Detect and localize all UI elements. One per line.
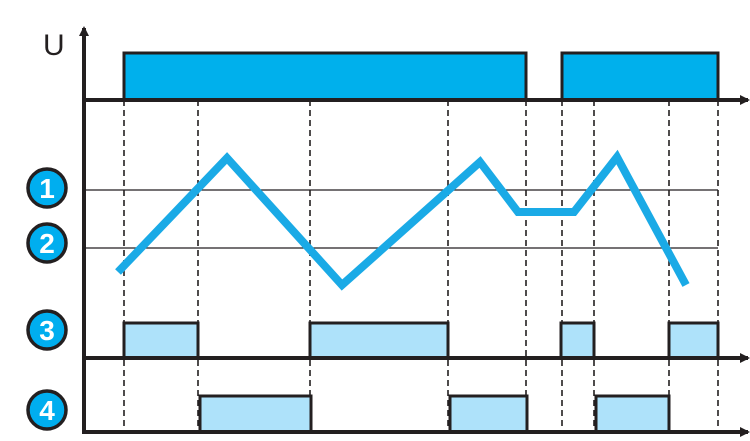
relay-3-pulse (559, 321, 596, 358)
relay-4-pulse (198, 394, 313, 432)
marker-circle (26, 309, 68, 351)
marker-1: 1 (26, 167, 68, 209)
marker-2: 2 (26, 222, 68, 264)
marker-circle (26, 389, 68, 431)
marker-circle (26, 222, 68, 264)
marker-label: 2 (39, 228, 55, 259)
relay-3-pulse (667, 321, 720, 358)
relay-3-pulses (122, 321, 720, 358)
supply-pulse (560, 51, 720, 100)
marker-badges: 1 2 3 4 (26, 167, 68, 431)
supply-pulse (122, 51, 528, 100)
marker-3: 3 (26, 309, 68, 351)
marker-label: 1 (39, 173, 55, 204)
marker-4: 4 (26, 389, 68, 431)
relay-3-pulse (308, 321, 450, 358)
relay-3-pulse (122, 321, 200, 358)
marker-label: 4 (39, 395, 55, 426)
supply-voltage-pulses (122, 51, 720, 100)
dashed-time-markers (123, 100, 719, 432)
threshold-lines (84, 189, 718, 249)
relay-4-pulse (594, 394, 671, 432)
marker-label: 3 (39, 315, 55, 346)
axis-label-u: U (43, 29, 65, 62)
relay-4-pulse (448, 394, 529, 432)
marker-circle (26, 167, 68, 209)
relay-4-pulses (198, 394, 671, 432)
measured-signal-line (115, 149, 690, 291)
